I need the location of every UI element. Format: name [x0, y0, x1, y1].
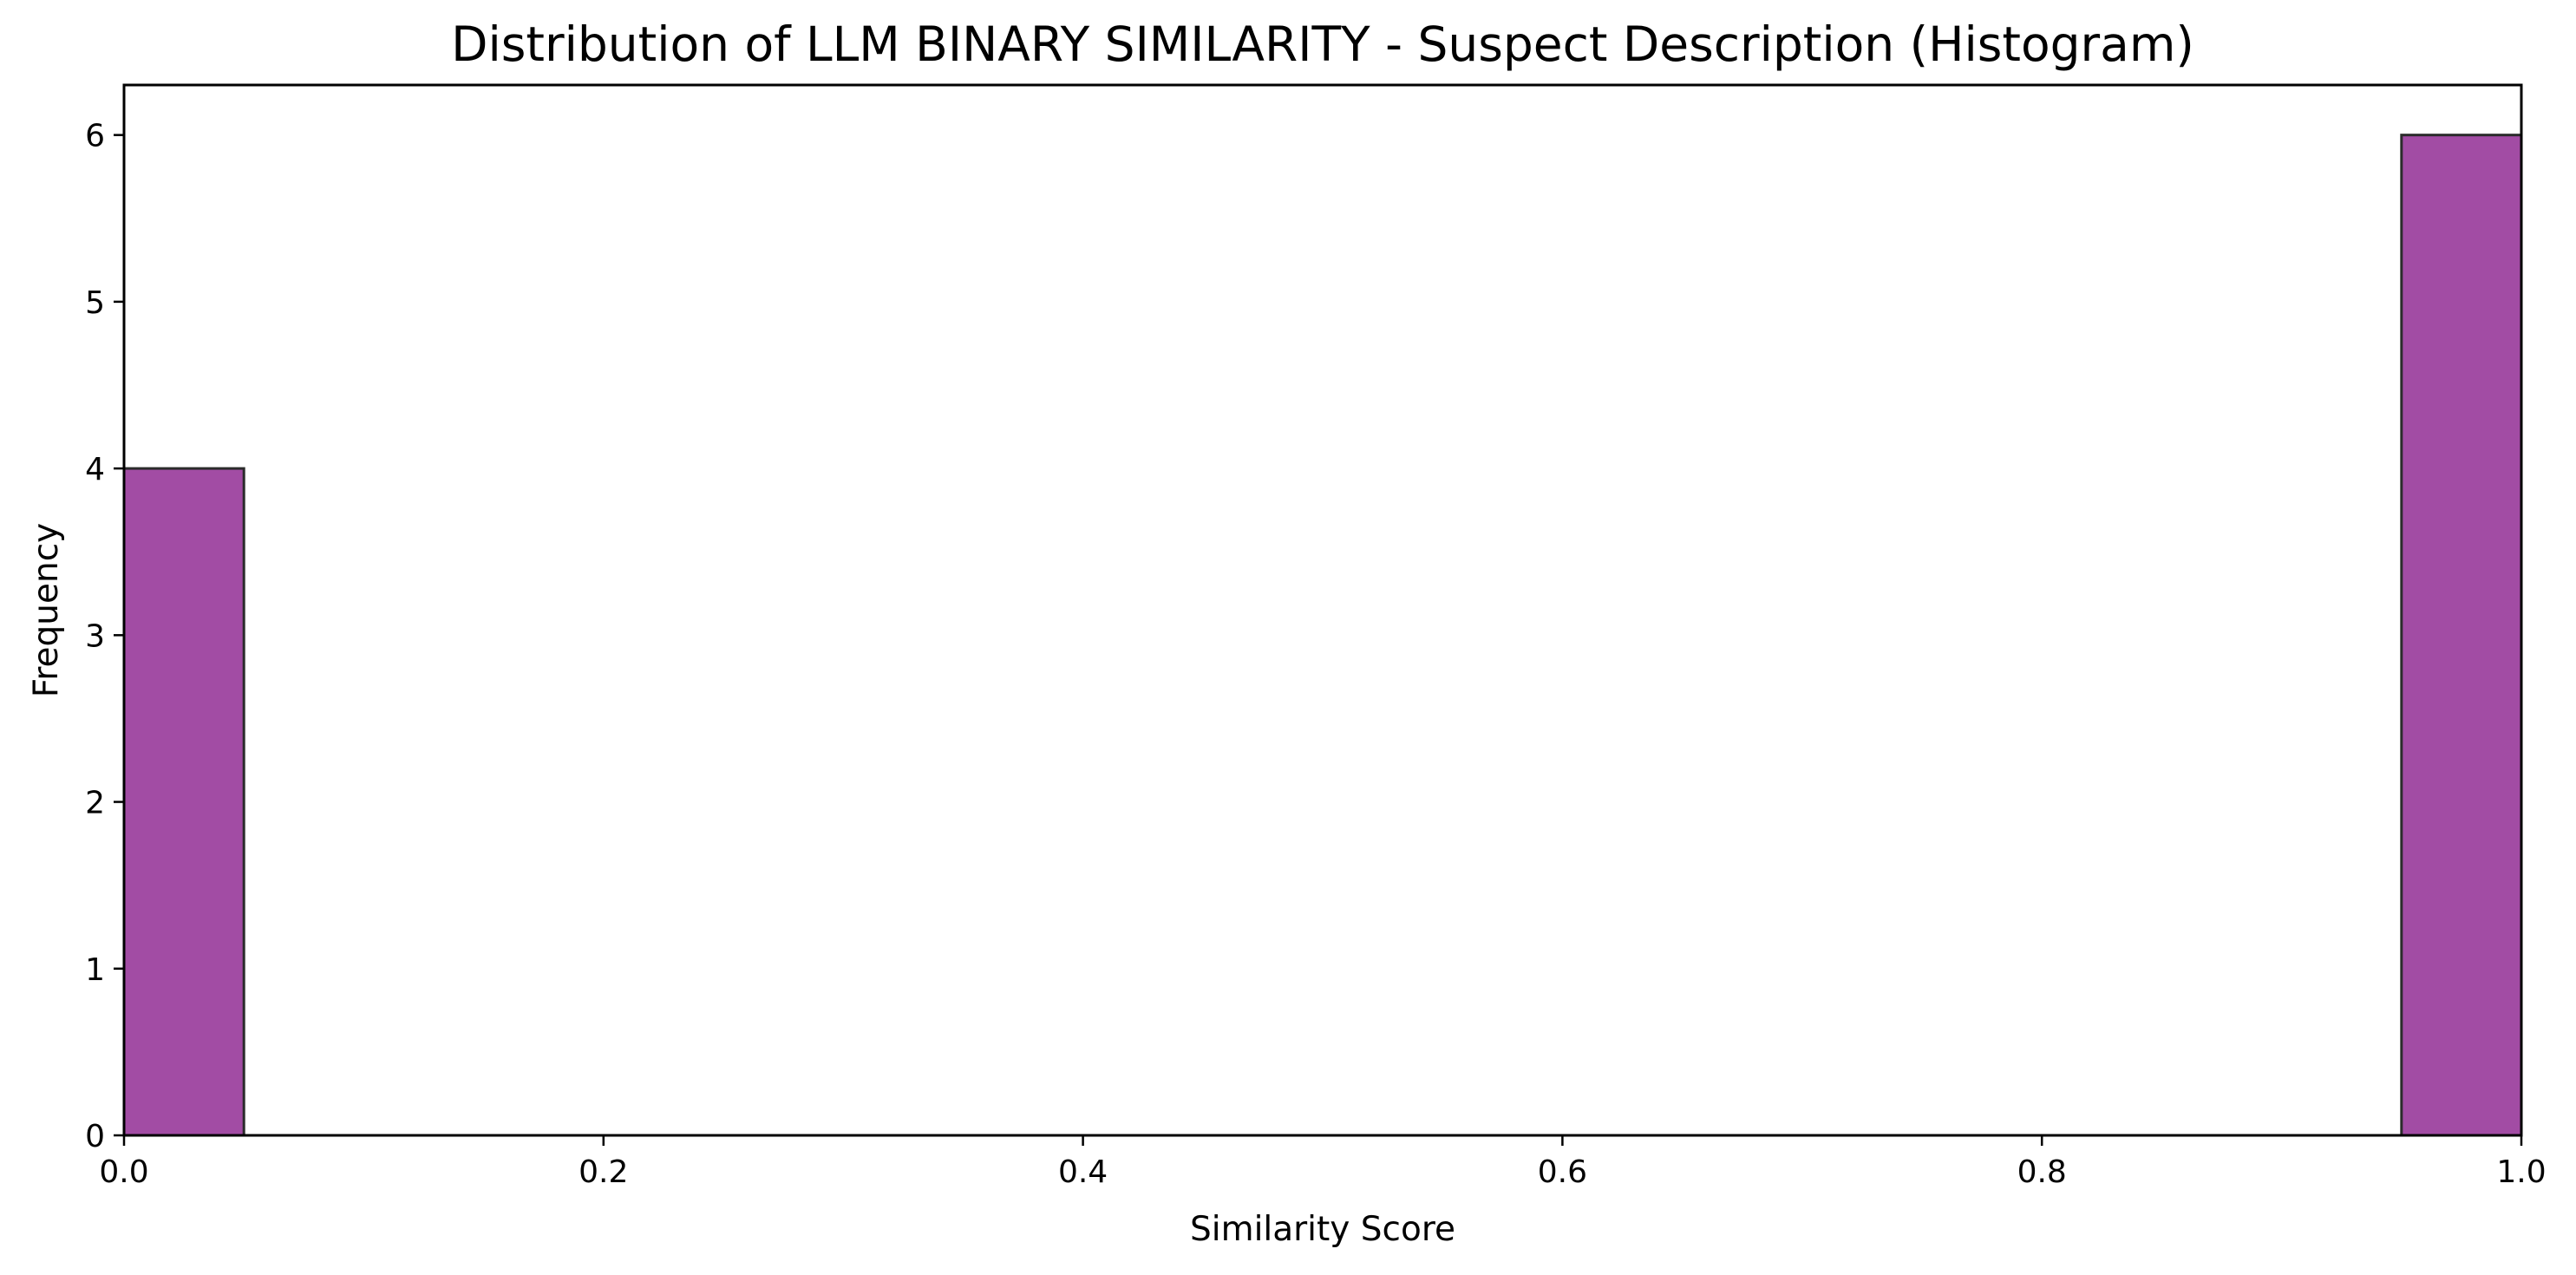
histogram-bar-0	[122, 467, 245, 1137]
y-axis-label: Frequency	[27, 523, 66, 697]
y-tick-label: 1	[85, 952, 105, 988]
plot-frame	[122, 83, 2523, 1137]
y-axis-ticks: 0 1 2 3 4 5 6	[85, 119, 124, 1154]
x-tick-label: 1.0	[2496, 1154, 2546, 1190]
x-tick-label: 0.0	[99, 1154, 148, 1190]
x-axis-label: Similarity Score	[1190, 1210, 1455, 1249]
x-tick-label: 0.2	[579, 1154, 628, 1190]
chart-title: Distribution of LLM BINARY SIMILARITY - …	[451, 16, 2194, 72]
y-tick-label: 0	[85, 1119, 105, 1154]
y-tick-label: 5	[85, 285, 105, 321]
y-tick-label: 6	[85, 119, 105, 154]
y-tick-label: 4	[85, 452, 105, 487]
bars-group	[122, 134, 2523, 1137]
histogram-bar-1	[2400, 134, 2523, 1137]
y-tick-label: 3	[85, 618, 105, 654]
y-tick-label: 2	[85, 786, 105, 821]
x-tick-label: 0.6	[1538, 1154, 1587, 1190]
x-axis-ticks: 0.0 0.2 0.4 0.6 0.8 1.0	[99, 1135, 2547, 1190]
x-tick-label: 0.4	[1058, 1154, 1108, 1190]
x-tick-label: 0.8	[2017, 1154, 2067, 1190]
